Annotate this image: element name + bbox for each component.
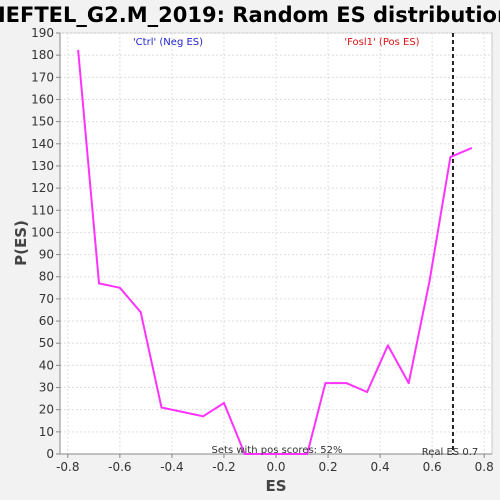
y-tick-label: 120 (31, 181, 54, 195)
y-tick-label: 90 (39, 248, 54, 262)
y-tick-label: 160 (31, 92, 54, 106)
y-tick-label: 0 (46, 447, 54, 461)
data-point (222, 402, 225, 405)
x-tick-label: 0.6 (423, 460, 442, 474)
data-point (470, 147, 473, 150)
data-point (407, 382, 410, 385)
x-tick-label: -0.2 (212, 460, 235, 474)
data-point (181, 410, 184, 413)
data-point (386, 344, 389, 347)
data-point (449, 156, 452, 159)
data-point (98, 282, 101, 285)
data-point (366, 390, 369, 393)
pos-es-label: 'Fosl1' (Pos ES) (344, 37, 419, 48)
data-point (118, 286, 121, 289)
y-tick-label: 130 (31, 159, 54, 173)
data-point (428, 280, 431, 283)
pos-scores-footer: Sets with pos scores: 52% (212, 445, 343, 456)
plot-area (59, 32, 493, 455)
y-tick-label: 40 (39, 358, 54, 372)
series-layer (77, 49, 473, 455)
y-tick-label: 10 (39, 425, 54, 439)
x-tick-label: 0.0 (266, 460, 285, 474)
data-point (324, 382, 327, 385)
axis-layer: 0 10 20 30 40 50 60 70 80 90 100 110 120 130 140 150 160… (31, 26, 494, 474)
x-tick-label: -0.6 (108, 460, 131, 474)
x-tick-label: 0.8 (475, 460, 494, 474)
data-point (139, 311, 142, 314)
data-point (306, 453, 309, 455)
y-tick-label: 110 (31, 203, 54, 217)
y-tick-label: 60 (39, 314, 54, 328)
y-tick-label: 30 (39, 381, 54, 395)
x-tick-label: 0.2 (319, 460, 338, 474)
y-tick-label: 20 (39, 403, 54, 417)
neg-es-label: 'Ctrl' (Neg ES) (133, 37, 203, 48)
y-axis-label: P(ES) (12, 220, 30, 266)
y-tick-label: 80 (39, 270, 54, 284)
data-point (160, 406, 163, 409)
es-distribution-line (77, 50, 472, 455)
y-tick-label: 190 (31, 26, 54, 40)
y-tick-label: 170 (31, 70, 54, 84)
y-tick-label: 180 (31, 48, 54, 62)
y-tick-label: 140 (31, 137, 54, 151)
data-point (285, 453, 288, 455)
x-axis-label: ES (265, 477, 286, 495)
y-tick-label: 70 (39, 292, 54, 306)
data-point (243, 453, 246, 455)
y-tick-label: 50 (39, 336, 54, 350)
data-point (77, 49, 80, 52)
x-tick-label: 0.4 (371, 460, 390, 474)
y-tick-label: 150 (31, 115, 54, 129)
data-point (345, 382, 348, 385)
x-tick-label: -0.4 (160, 460, 183, 474)
x-tick-label: -0.8 (56, 460, 79, 474)
chart-title: NEFTEL_G2.M_2019: Random ES distribution (0, 3, 500, 27)
data-point (202, 415, 205, 418)
y-tick-label: 100 (31, 225, 54, 239)
real-es-label: Real ES 0.7 (422, 447, 478, 458)
data-point (264, 453, 267, 455)
